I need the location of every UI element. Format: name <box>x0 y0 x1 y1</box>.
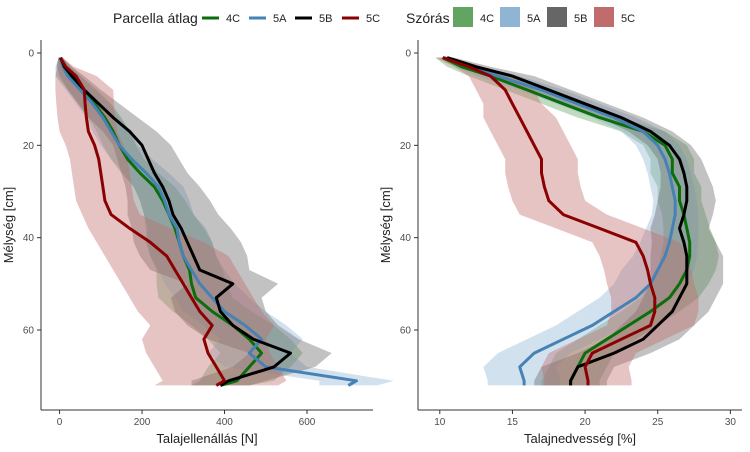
x-tick-label: 20 <box>580 417 592 428</box>
axes <box>417 40 742 411</box>
y-tick-label: 20 <box>23 141 35 152</box>
legend-mean-5c-label: 5C <box>366 13 380 25</box>
y-tick-label: 20 <box>400 141 412 152</box>
x-tick-label: 400 <box>216 417 233 428</box>
axes <box>40 40 373 411</box>
legend-mean-5b-label: 5B <box>319 13 332 25</box>
x-tick-label: 10 <box>434 417 446 428</box>
mean-line-5b <box>59 56 292 387</box>
mean-lines <box>442 56 692 386</box>
x-tick-label: 15 <box>507 417 519 428</box>
y-tick-label: 60 <box>400 325 412 336</box>
panel-soil-moisture: 10 15 20 25 30 0 20 40 60 Talajnedvesség [%] Mé… <box>378 40 742 446</box>
legend-sd-title: Szórás <box>406 10 450 26</box>
mean-line-5a <box>58 57 358 387</box>
legend-sd-4c-label: 4C <box>480 13 494 25</box>
y-tick-label: 0 <box>405 49 411 60</box>
mean-line-5c <box>442 56 657 386</box>
x-ticks: 0 200 400 600 <box>57 410 316 428</box>
legend-sd-5c-label: 5C <box>621 13 635 25</box>
sd-ribbon-5a <box>436 57 699 386</box>
sd-ribbon-4c <box>435 57 719 386</box>
legend-sd-5c-swatch <box>594 7 614 27</box>
x-tick-label: 30 <box>725 417 737 428</box>
legend: Parcella átlag 4C 5A 5B 5C Szórás 4C 5A <box>113 7 635 27</box>
y-axis-title: Mélység [cm] <box>1 187 16 264</box>
mean-lines <box>58 56 358 387</box>
y-ticks: 0 20 40 60 <box>23 49 41 336</box>
legend-sd-5c: 5C <box>594 7 635 27</box>
x-axis-title: Talajnedvesség [%] <box>524 431 636 446</box>
x-tick-label: 200 <box>134 417 151 428</box>
x-tick-label: 0 <box>57 417 63 428</box>
y-tick-label: 60 <box>23 325 35 336</box>
x-axis-title: Talajellenállás [N] <box>156 431 257 446</box>
legend-sd-4c: 4C <box>453 7 494 27</box>
legend-mean-5a-label: 5A <box>273 13 287 25</box>
x-ticks: 10 15 20 25 30 <box>434 410 736 428</box>
legend-sd-5a-label: 5A <box>527 13 541 25</box>
sd-ribbon-5c <box>435 57 699 386</box>
mean-line-5c <box>59 56 226 387</box>
x-tick-label: 25 <box>652 417 664 428</box>
y-ticks: 0 20 40 60 <box>400 49 418 336</box>
mean-line-5b <box>446 56 689 386</box>
legend-sd-5b-swatch <box>547 7 567 27</box>
legend-sd-5b: 5B <box>547 7 587 27</box>
legend-mean-4c: 4C <box>202 13 240 25</box>
y-tick-label: 0 <box>28 49 34 60</box>
y-axis-title: Mélység [cm] <box>378 187 393 264</box>
legend-sd-5a-swatch <box>500 7 520 27</box>
y-tick-label: 40 <box>23 233 35 244</box>
sd-ribbon-5b <box>57 57 332 386</box>
legend-mean-title: Parcella átlag <box>113 10 198 26</box>
legend-sd-4c-swatch <box>453 7 473 27</box>
legend-sd-5a: 5A <box>500 7 541 27</box>
y-tick-label: 40 <box>400 233 412 244</box>
legend-mean-4c-label: 4C <box>226 13 240 25</box>
legend-mean-5a: 5A <box>249 13 287 25</box>
panel-soil-resistance: 0 200 400 600 0 20 40 60 Talajellenállás [N] M… <box>1 40 394 446</box>
legend-sd-5b-label: 5B <box>574 13 587 25</box>
x-tick-label: 600 <box>299 417 316 428</box>
mean-line-5a <box>443 56 677 386</box>
sd-ribbons <box>55 57 394 386</box>
legend-mean-5c: 5C <box>342 13 380 25</box>
legend-mean-5b: 5B <box>295 13 332 25</box>
mean-line-4c <box>442 56 692 386</box>
sd-ribbon-5c <box>55 57 287 386</box>
